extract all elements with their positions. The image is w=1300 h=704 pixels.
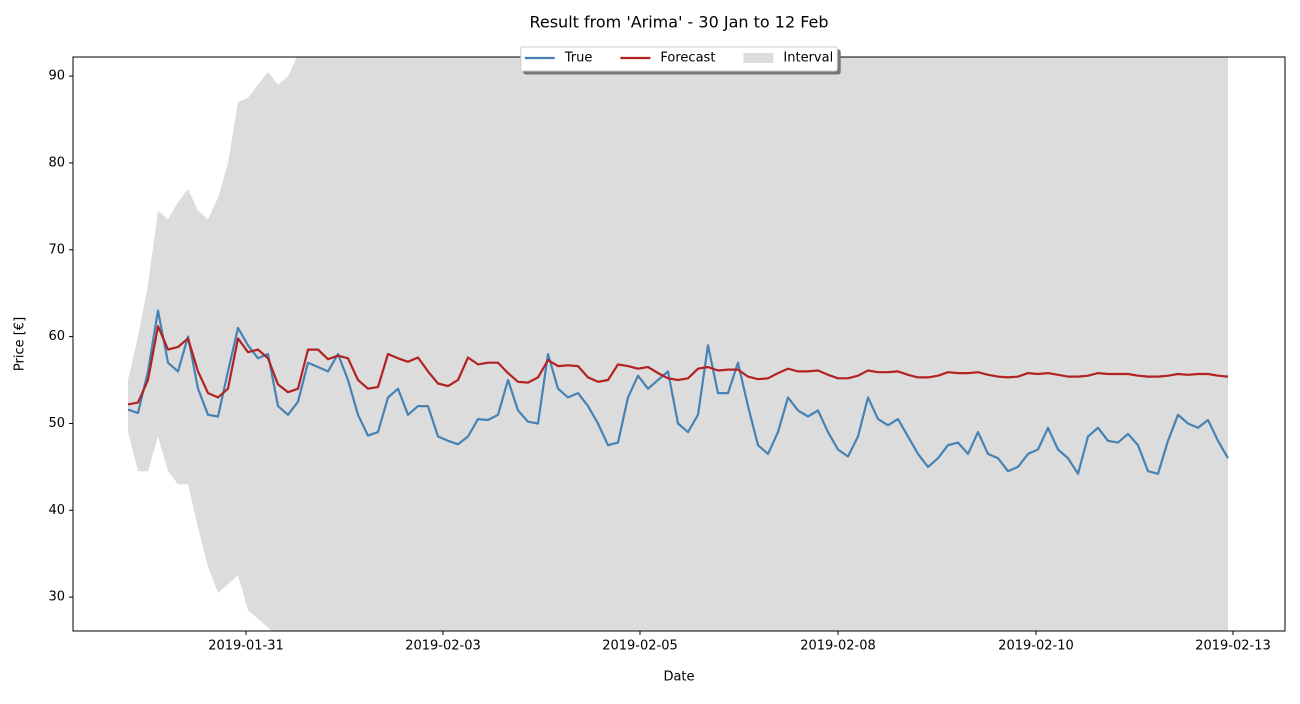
x-tick-label: 2019-02-03 — [405, 639, 481, 654]
x-axis-label: Date — [663, 670, 694, 685]
legend-swatch — [743, 53, 774, 63]
legend-item: True — [524, 51, 593, 66]
legend-label: Interval — [783, 51, 833, 66]
y-tick-label: 50 — [48, 416, 65, 431]
x-tick-label: 2019-02-05 — [602, 639, 678, 654]
x-tick-label: 2019-02-08 — [800, 639, 876, 654]
y-tick-label: 30 — [48, 590, 65, 605]
legend-label: Forecast — [660, 51, 715, 66]
y-axis-label: Price [€] — [13, 317, 28, 371]
y-tick-label: 40 — [48, 503, 65, 518]
interval-area — [128, 57, 1228, 631]
y-tick-label: 60 — [48, 329, 65, 344]
x-tick-label: 2019-02-10 — [998, 639, 1074, 654]
legend-item: Interval — [743, 51, 833, 66]
plot-area — [127, 57, 1229, 631]
legend-label: True — [564, 51, 593, 66]
y-tick-label: 90 — [48, 69, 65, 84]
x-tick-label: 2019-02-13 — [1195, 639, 1271, 654]
y-tick-label: 70 — [48, 242, 65, 257]
series-line — [127, 325, 1229, 406]
chart-title: Result from 'Arima' - 30 Jan to 12 Feb — [529, 13, 828, 32]
series-line — [127, 309, 1229, 475]
legend: True Forecast Interval — [520, 46, 838, 72]
y-tick-label: 80 — [48, 155, 65, 170]
x-tick-label: 2019-01-31 — [208, 639, 284, 654]
axes: 30 40 50 60 70 80 90 2019-01-31 2019-02-03 2019-0… — [48, 56, 1286, 654]
legend-item: Forecast — [620, 51, 715, 66]
